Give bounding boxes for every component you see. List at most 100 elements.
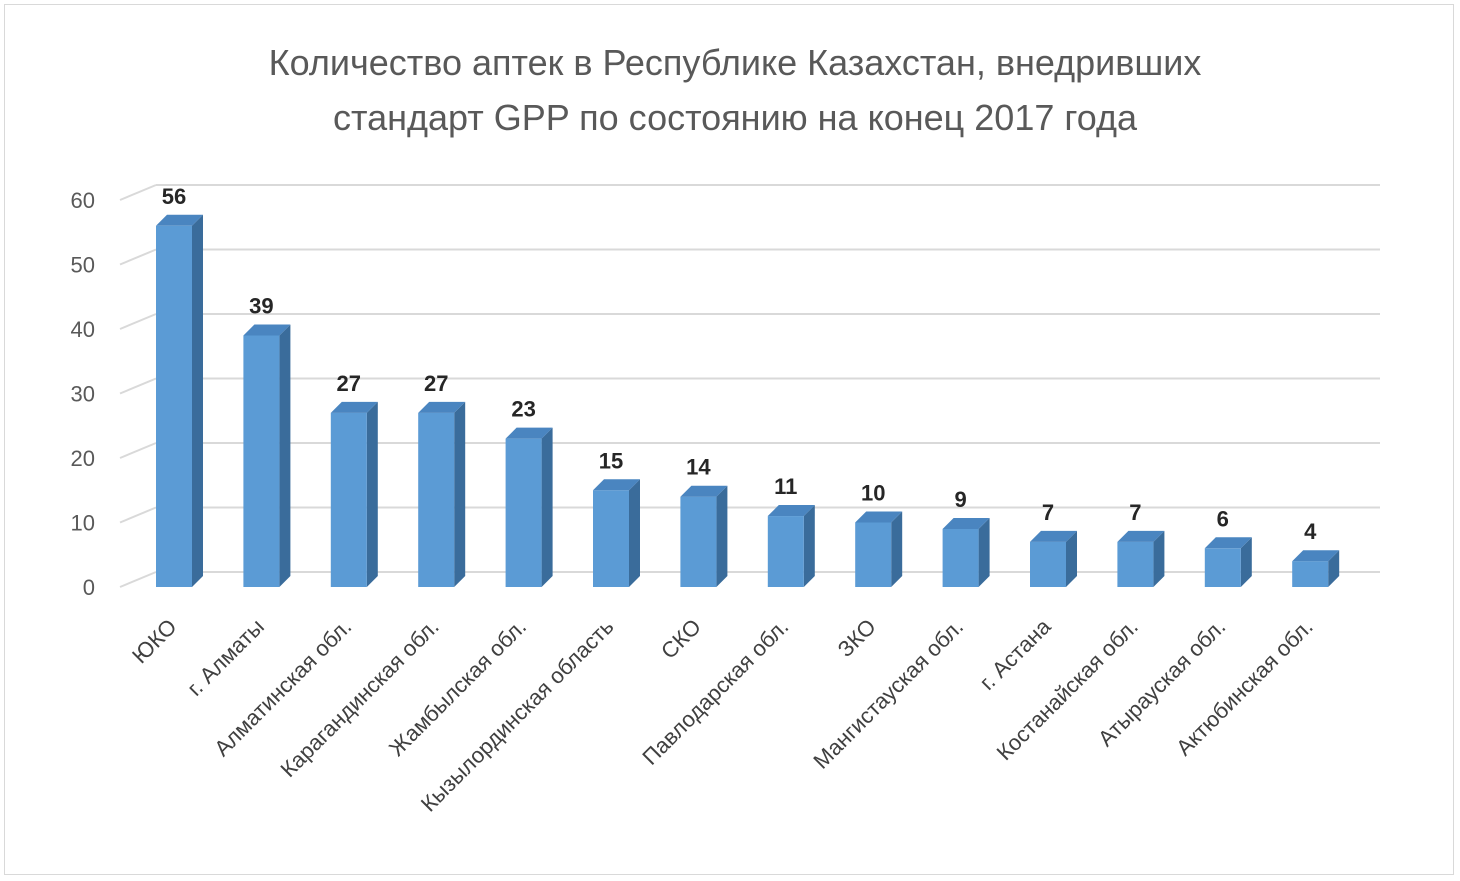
- y-tick-label: 20: [71, 446, 95, 471]
- y-tick-label: 30: [71, 382, 95, 407]
- bar-front: [1030, 541, 1066, 587]
- bar-top: [680, 485, 728, 497]
- bar-top: [942, 517, 990, 529]
- x-tick-label: ЗКО: [833, 614, 881, 662]
- chart-title-line-1: Количество аптек в Республике Казахстан,…: [268, 42, 1202, 83]
- data-label: 4: [1304, 519, 1317, 544]
- bar-top: [593, 479, 640, 491]
- bar: [1030, 530, 1077, 587]
- bar-front: [680, 496, 717, 587]
- data-label: 10: [861, 481, 885, 506]
- bar-top: [418, 401, 466, 413]
- x-tick-label: Павлодарская обл.: [637, 614, 793, 770]
- bar-top: [767, 505, 815, 517]
- bar-front: [593, 490, 629, 587]
- bar-side: [978, 517, 990, 587]
- bar: [1204, 537, 1252, 587]
- bar-top: [1030, 530, 1077, 542]
- bar-front: [767, 516, 804, 587]
- bar-top: [156, 214, 203, 226]
- bar-front: [505, 438, 542, 587]
- bar-side: [541, 427, 553, 587]
- bar-side: [366, 401, 378, 587]
- bar: [505, 427, 553, 587]
- bar-side: [1328, 550, 1340, 587]
- bar: [942, 517, 990, 587]
- gridlines: [119, 184, 1380, 588]
- bar-front: [1117, 541, 1154, 587]
- gridline-depth: [119, 184, 157, 201]
- data-label: 6: [1217, 506, 1229, 531]
- gridline-depth: [119, 571, 157, 588]
- bar: [1292, 550, 1340, 587]
- bar: [330, 401, 378, 587]
- y-tick-label: 10: [71, 511, 95, 536]
- bar: [243, 324, 291, 587]
- bar-top: [505, 427, 553, 439]
- y-tick-label: 40: [71, 317, 95, 342]
- bar: [593, 479, 640, 587]
- data-label: 9: [954, 487, 966, 512]
- data-label: 11: [774, 474, 797, 499]
- bar-top: [330, 401, 378, 413]
- bar-side: [1153, 530, 1165, 587]
- data-label: 23: [511, 397, 535, 422]
- bar-side: [279, 324, 291, 587]
- bar-top: [855, 511, 903, 523]
- bar-front: [855, 522, 892, 587]
- y-tick-label: 0: [83, 575, 95, 600]
- data-label: 39: [249, 293, 273, 318]
- bar: [855, 511, 903, 587]
- bar-front: [156, 225, 192, 588]
- bar: [1117, 530, 1165, 587]
- gridline-depth: [119, 442, 157, 459]
- bar-side: [891, 511, 903, 587]
- bar-side: [454, 401, 466, 587]
- data-label: 27: [424, 371, 448, 396]
- bar-side: [716, 485, 728, 587]
- bar-front: [330, 412, 367, 587]
- bar-front: [1292, 561, 1329, 587]
- bar-top: [1204, 537, 1252, 549]
- gridline-depth: [119, 377, 157, 395]
- data-label: 15: [599, 448, 623, 473]
- data-labels: 56 39 27 27 23 15 14 11 10 9 7 7 6 4: [162, 184, 1317, 544]
- x-tick-label: г. Алматы: [182, 614, 269, 701]
- x-tick-label: ЮКО: [127, 614, 181, 668]
- bar-front: [418, 412, 455, 587]
- bars: [156, 214, 1340, 588]
- bar: [418, 401, 466, 587]
- gridline-depth: [119, 506, 157, 524]
- bar-side: [1066, 530, 1077, 587]
- data-label: 56: [162, 184, 186, 209]
- gridline-depth: [119, 248, 157, 266]
- bar-front: [243, 335, 280, 587]
- bar-top: [1117, 530, 1165, 542]
- data-label: 14: [686, 455, 711, 480]
- bar: [767, 505, 815, 587]
- data-label: 7: [1042, 500, 1054, 525]
- data-label: 7: [1129, 500, 1141, 525]
- bar-front: [942, 528, 979, 587]
- bar-top: [1292, 550, 1340, 562]
- y-axis-ticks: 0 10 20 30 40 50 60: [71, 188, 95, 600]
- x-tick-label: Мангистауская обл.: [808, 614, 968, 774]
- y-tick-label: 60: [71, 188, 95, 213]
- bar-side: [629, 479, 640, 587]
- bar-side: [803, 505, 815, 587]
- bar-side: [192, 214, 203, 588]
- data-label: 27: [337, 371, 361, 396]
- x-tick-label: г. Астана: [974, 613, 1056, 695]
- bar-side: [1240, 537, 1252, 587]
- bar: [156, 214, 203, 588]
- chart-title: Количество аптек в Республике Казахстан,…: [125, 35, 1345, 145]
- x-tick-label: СКО: [656, 614, 706, 664]
- bar-front: [1204, 548, 1241, 587]
- bar-top: [243, 324, 291, 336]
- y-tick-label: 50: [71, 253, 95, 278]
- gridline-depth: [119, 313, 157, 330]
- chart-title-line-2: стандарт GPP по состоянию на конец 2017 …: [333, 97, 1137, 138]
- bar: [680, 485, 728, 587]
